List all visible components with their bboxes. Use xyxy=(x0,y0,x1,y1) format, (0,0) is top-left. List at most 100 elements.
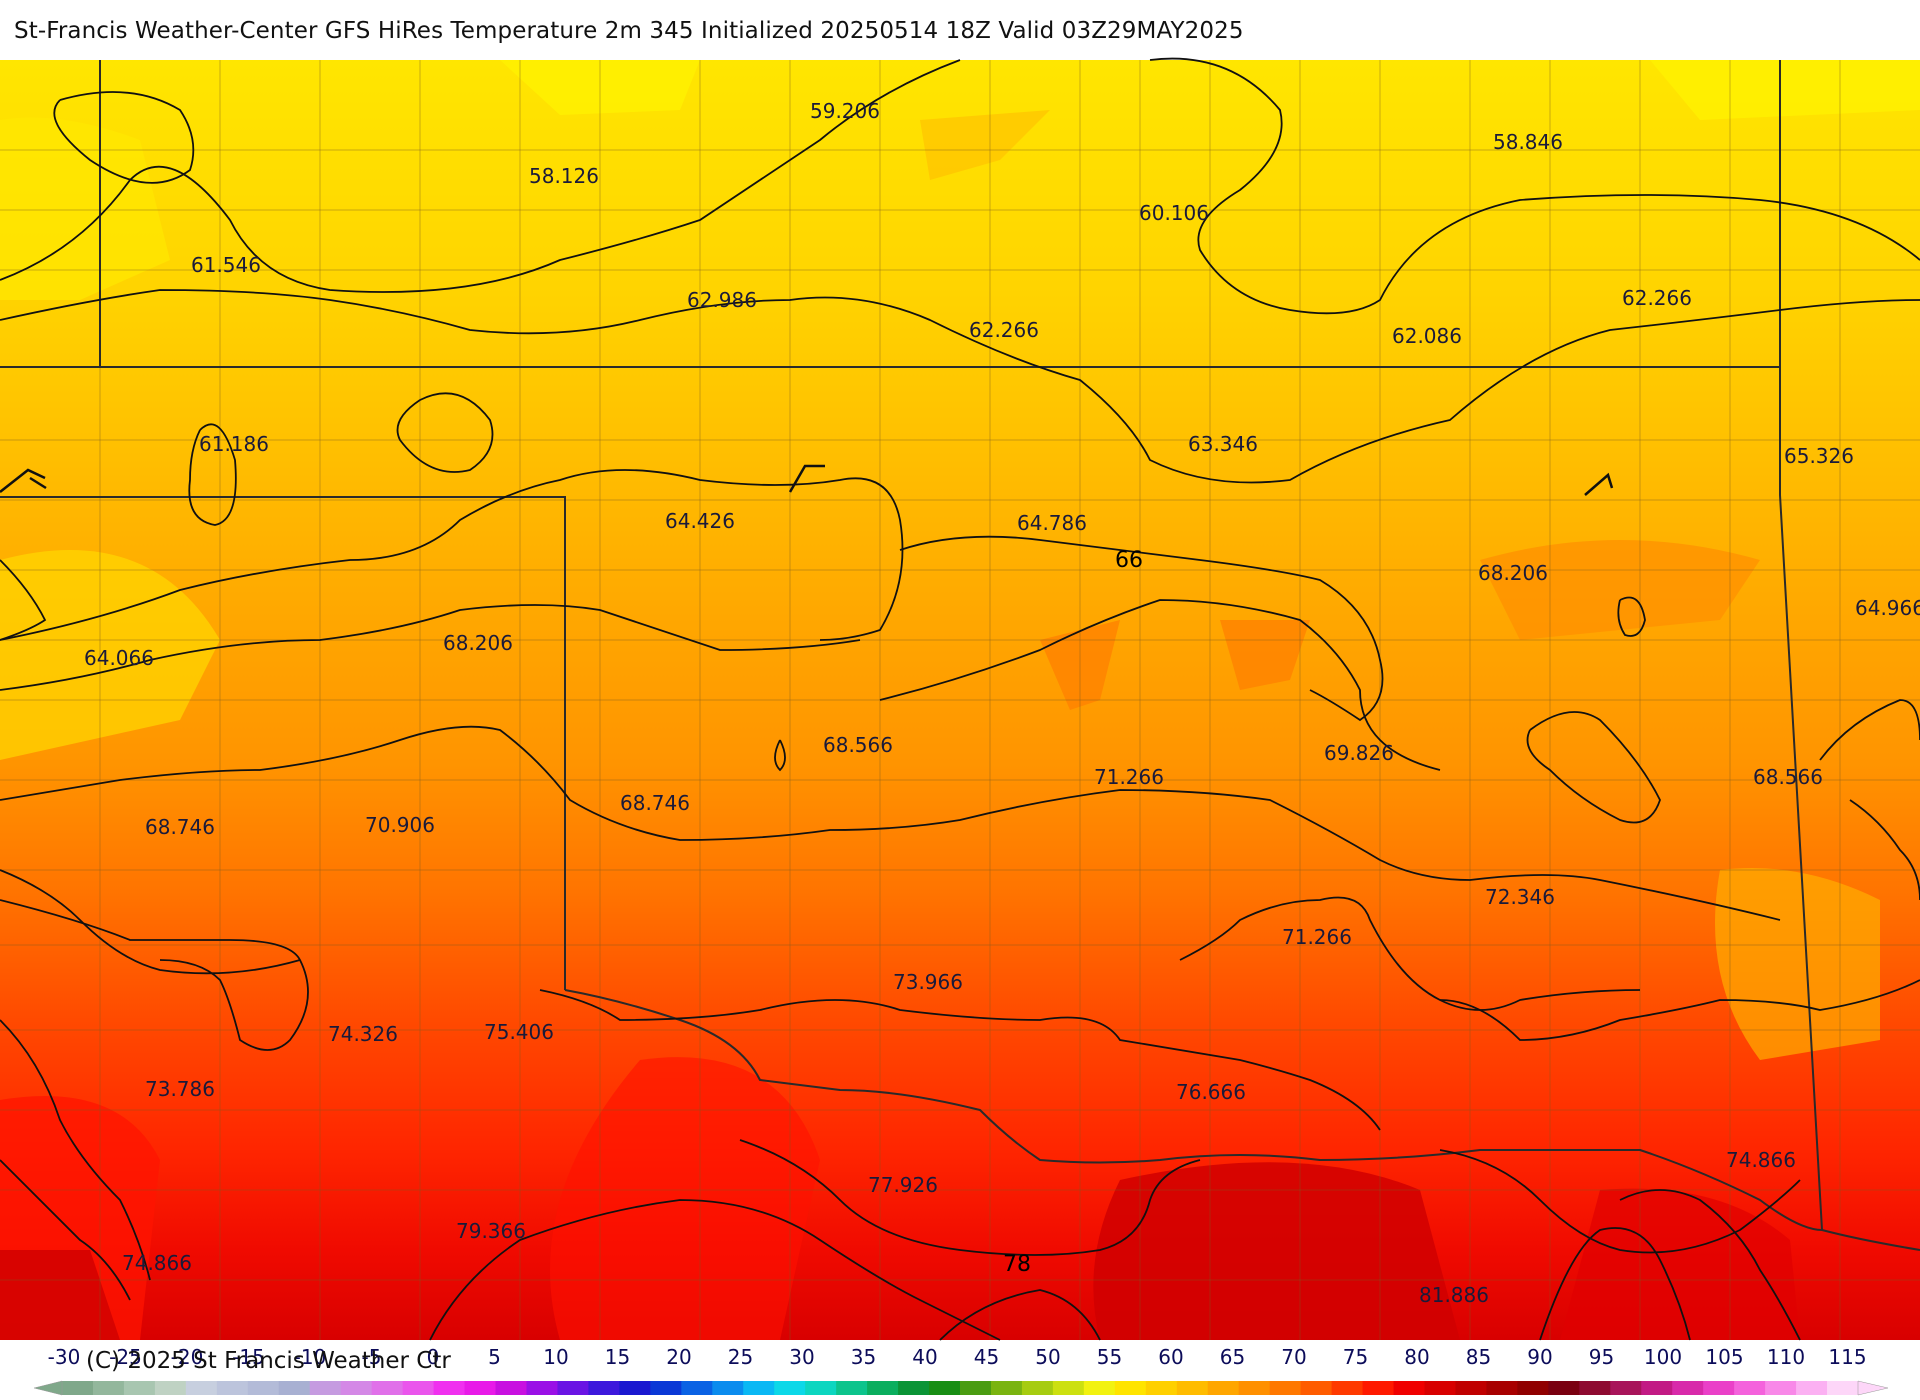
value-label: 71.266 xyxy=(1282,925,1352,949)
colorbar-swatch xyxy=(1579,1381,1611,1395)
value-label: 62.266 xyxy=(1622,286,1692,310)
colorbar-tick-label: -15 xyxy=(232,1345,265,1369)
value-label: 77.926 xyxy=(868,1173,938,1197)
colorbar-swatch xyxy=(1486,1381,1518,1395)
colorbar-tick-label: -5 xyxy=(362,1345,382,1369)
value-label: 75.406 xyxy=(484,1020,554,1044)
value-label: 74.866 xyxy=(1726,1148,1796,1172)
value-label: 73.786 xyxy=(145,1077,215,1101)
value-label: 71.266 xyxy=(1094,765,1164,789)
colorbar-swatch xyxy=(557,1381,590,1395)
value-label: 68.566 xyxy=(823,733,893,757)
value-label: 65.326 xyxy=(1784,444,1854,468)
state-boundaries xyxy=(0,60,1920,1251)
colorbar-swatch xyxy=(340,1381,373,1395)
value-label: 68.746 xyxy=(620,791,690,815)
colorbar-swatch xyxy=(92,1381,125,1395)
colorbar-swatch xyxy=(1145,1381,1178,1395)
value-label: 73.966 xyxy=(893,970,963,994)
value-label: 64.966 xyxy=(1855,596,1920,620)
colorbar-tick-label: 110 xyxy=(1767,1345,1805,1369)
value-label: 64.066 xyxy=(84,646,154,670)
colorbar-tick-label: -30 xyxy=(48,1345,81,1369)
contour-label: 66 xyxy=(1115,548,1143,573)
value-label: 72.346 xyxy=(1485,885,1555,909)
colorbar-tick-label: 35 xyxy=(851,1345,876,1369)
colorbar-swatch xyxy=(1052,1381,1085,1395)
value-label: 70.906 xyxy=(365,813,435,837)
colorbar-swatch xyxy=(1796,1381,1828,1395)
colorbar-swatch xyxy=(1331,1381,1364,1395)
colorbar-right-arrow xyxy=(1857,1380,1889,1396)
colorbar-swatch xyxy=(495,1381,528,1395)
colorbar-left-arrow xyxy=(33,1380,63,1396)
colorbar-tick-label: 20 xyxy=(666,1345,691,1369)
colorbar-swatch xyxy=(185,1381,218,1395)
colorbar-tick-label: 45 xyxy=(974,1345,999,1369)
value-label: 68.206 xyxy=(1478,561,1548,585)
colorbar-swatch xyxy=(154,1381,187,1395)
colorbar-swatch xyxy=(774,1381,806,1395)
colorbar-swatch xyxy=(123,1381,156,1395)
colorbar-tick-labels: -30 -25 -20 -15 -10 -5 0 5 10 15 20 25 30 35 40 45 50 55 6… xyxy=(48,1345,1867,1369)
colorbar-swatch xyxy=(681,1381,713,1395)
value-label: 58.126 xyxy=(529,164,599,188)
colorbar-swatch xyxy=(1424,1381,1457,1395)
colorbar-swatch xyxy=(898,1381,930,1395)
colorbar-swatch xyxy=(464,1381,497,1395)
colorbar-swatch xyxy=(371,1381,404,1395)
colorbar-swatch xyxy=(1703,1381,1735,1395)
colorbar-tick-label: 25 xyxy=(728,1345,753,1369)
colorbar-swatch xyxy=(743,1381,775,1395)
colorbar-swatch xyxy=(1455,1381,1488,1395)
colorbar-swatch xyxy=(62,1381,94,1395)
colorbar-tick-label: 95 xyxy=(1589,1345,1614,1369)
colorbar-swatches xyxy=(62,1381,1859,1395)
value-label: 62.986 xyxy=(687,288,757,312)
value-label: 59.206 xyxy=(810,99,880,123)
colorbar-tick-label: 90 xyxy=(1527,1345,1552,1369)
value-label: 58.846 xyxy=(1493,130,1563,154)
isotherms xyxy=(0,57,1920,1341)
colorbar-swatch xyxy=(929,1381,961,1395)
value-label: 64.426 xyxy=(665,509,735,533)
colorbar-tick-label: 80 xyxy=(1404,1345,1429,1369)
colorbar-tick-label: 70 xyxy=(1281,1345,1306,1369)
value-label: 76.666 xyxy=(1176,1080,1246,1104)
colorbar-swatch xyxy=(619,1381,651,1395)
colorbar-tick-label: 75 xyxy=(1343,1345,1368,1369)
colorbar-swatch xyxy=(247,1381,280,1395)
colorbar-swatch xyxy=(1269,1381,1302,1395)
colorbar-swatch xyxy=(433,1381,466,1395)
value-label: 60.106 xyxy=(1139,201,1209,225)
value-label: 68.206 xyxy=(443,631,513,655)
colorbar-swatch xyxy=(588,1381,620,1395)
colorbar-swatch xyxy=(1641,1381,1673,1395)
colorbar-swatch xyxy=(1176,1381,1209,1395)
colorbar-tick-label: 100 xyxy=(1644,1345,1682,1369)
colorbar-tick-label: 5 xyxy=(488,1345,501,1369)
colorbar-swatch xyxy=(650,1381,682,1395)
value-label: 64.786 xyxy=(1017,511,1087,535)
colorbar: -30 -25 -20 -15 -10 -5 0 5 10 15 20 25 30 35 40 45 50 55 6… xyxy=(33,1345,1889,1396)
colorbar-swatch xyxy=(402,1381,435,1395)
value-label: 81.886 xyxy=(1419,1283,1489,1307)
value-label: 74.326 xyxy=(328,1022,398,1046)
colorbar-tick-label: 10 xyxy=(543,1345,568,1369)
colorbar-tick-label: 115 xyxy=(1828,1345,1866,1369)
colorbar-swatch xyxy=(309,1381,342,1395)
colorbar-tick-label: 60 xyxy=(1158,1345,1183,1369)
colorbar-swatch xyxy=(712,1381,744,1395)
value-label: 68.566 xyxy=(1753,765,1823,789)
map-title: St-Francis Weather-Center GFS HiRes Temp… xyxy=(14,18,1244,44)
value-label: 79.366 xyxy=(456,1219,526,1243)
colorbar-tick-label: 55 xyxy=(1097,1345,1122,1369)
value-label: 62.086 xyxy=(1392,324,1462,348)
colorbar-tick-label: 105 xyxy=(1705,1345,1743,1369)
colorbar-tick-label: 50 xyxy=(1035,1345,1060,1369)
colorbar-swatch xyxy=(1610,1381,1642,1395)
colorbar-tick-label: -20 xyxy=(171,1345,204,1369)
colorbar-swatch xyxy=(1672,1381,1704,1395)
value-label: 61.186 xyxy=(199,432,269,456)
